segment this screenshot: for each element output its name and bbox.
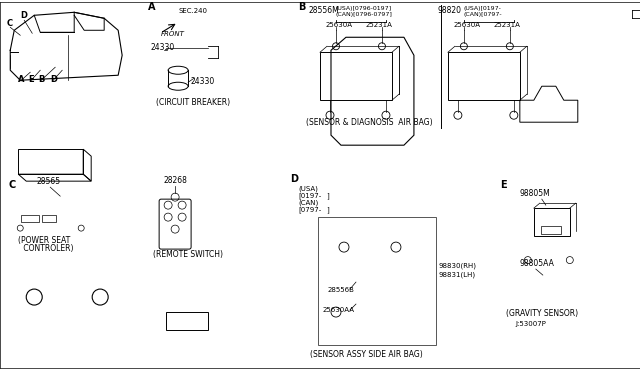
Text: 25231A: 25231A (494, 22, 521, 28)
Text: A: A (148, 2, 156, 12)
Text: A: A (19, 75, 25, 84)
Text: 24330: 24330 (190, 77, 214, 86)
Text: 25630A: 25630A (326, 22, 353, 28)
Text: (CAN)[0796-0797]: (CAN)[0796-0797] (336, 12, 393, 17)
Text: 98831(LH): 98831(LH) (439, 271, 476, 278)
Text: (SENSOR & DIAGNOSIS  AIR BAG): (SENSOR & DIAGNOSIS AIR BAG) (306, 118, 433, 127)
Text: 98805M: 98805M (520, 189, 550, 198)
Text: 28268: 28268 (163, 176, 187, 185)
Text: FRONT: FRONT (161, 31, 185, 37)
Text: D: D (290, 174, 298, 184)
Bar (318, 217, 436, 345)
Bar (320, 52, 392, 100)
Text: ]: ] (326, 206, 329, 213)
Text: (CIRCUIT BREAKER): (CIRCUIT BREAKER) (156, 98, 230, 107)
Text: J:53007P: J:53007P (516, 321, 547, 327)
Text: (USA): (USA) (298, 185, 318, 192)
Text: 28556M: 28556M (308, 6, 339, 15)
Text: C: C (8, 180, 15, 190)
Text: (POWER SEAT: (POWER SEAT (19, 236, 70, 245)
Bar (21, 215, 39, 222)
Bar (42, 215, 56, 222)
Text: B: B (38, 75, 45, 84)
Text: (CAN): (CAN) (298, 199, 318, 206)
Text: D: D (50, 75, 57, 84)
Text: 28556B: 28556B (328, 287, 355, 293)
Text: 28565: 28565 (36, 177, 60, 186)
Text: 25630AA: 25630AA (323, 307, 355, 313)
Text: CONTROLER): CONTROLER) (21, 244, 74, 253)
Bar (534, 208, 570, 236)
Bar (541, 226, 561, 234)
Text: (REMOTE SWITCH): (REMOTE SWITCH) (153, 250, 223, 259)
Text: 24330: 24330 (150, 43, 174, 52)
Text: (GRAVITY SENSOR): (GRAVITY SENSOR) (506, 309, 578, 318)
Text: (SENSOR ASSY SIDE AIR BAG): (SENSOR ASSY SIDE AIR BAG) (310, 350, 423, 359)
Text: [0197-: [0197- (298, 192, 321, 199)
Text: [0797-: [0797- (298, 206, 321, 213)
Text: 25630A: 25630A (454, 22, 481, 28)
Text: 98820: 98820 (438, 6, 462, 15)
Text: E: E (500, 180, 506, 190)
Text: 98805AA: 98805AA (520, 259, 555, 268)
Text: 98830(RH): 98830(RH) (439, 262, 477, 269)
Bar (448, 52, 520, 100)
Text: (CAN)[0797-: (CAN)[0797- (464, 12, 502, 17)
Text: (USA)[0197-: (USA)[0197- (464, 6, 502, 11)
Text: C: C (6, 19, 12, 28)
Text: D: D (20, 11, 28, 20)
Text: (USA)[0796-0197]: (USA)[0796-0197] (336, 6, 392, 11)
Text: ]: ] (326, 192, 329, 199)
Text: B: B (298, 2, 305, 12)
Text: 25231A: 25231A (366, 22, 393, 28)
Text: E: E (28, 75, 34, 84)
Text: SEC.240: SEC.240 (178, 8, 207, 14)
